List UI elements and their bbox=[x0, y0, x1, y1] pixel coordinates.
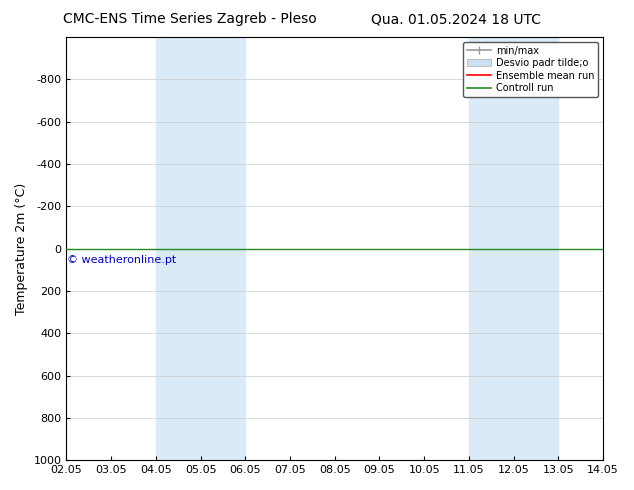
Bar bbox=[514, 37, 559, 460]
Text: CMC-ENS Time Series Zagreb - Pleso: CMC-ENS Time Series Zagreb - Pleso bbox=[63, 12, 317, 26]
Text: Qua. 01.05.2024 18 UTC: Qua. 01.05.2024 18 UTC bbox=[372, 12, 541, 26]
Bar bbox=[156, 37, 200, 460]
Bar bbox=[200, 37, 245, 460]
Legend: min/max, Desvio padr tilde;o, Ensemble mean run, Controll run: min/max, Desvio padr tilde;o, Ensemble m… bbox=[463, 42, 598, 97]
Y-axis label: Temperature 2m (°C): Temperature 2m (°C) bbox=[15, 182, 28, 315]
Text: © weatheronline.pt: © weatheronline.pt bbox=[67, 255, 176, 265]
Bar bbox=[469, 37, 514, 460]
